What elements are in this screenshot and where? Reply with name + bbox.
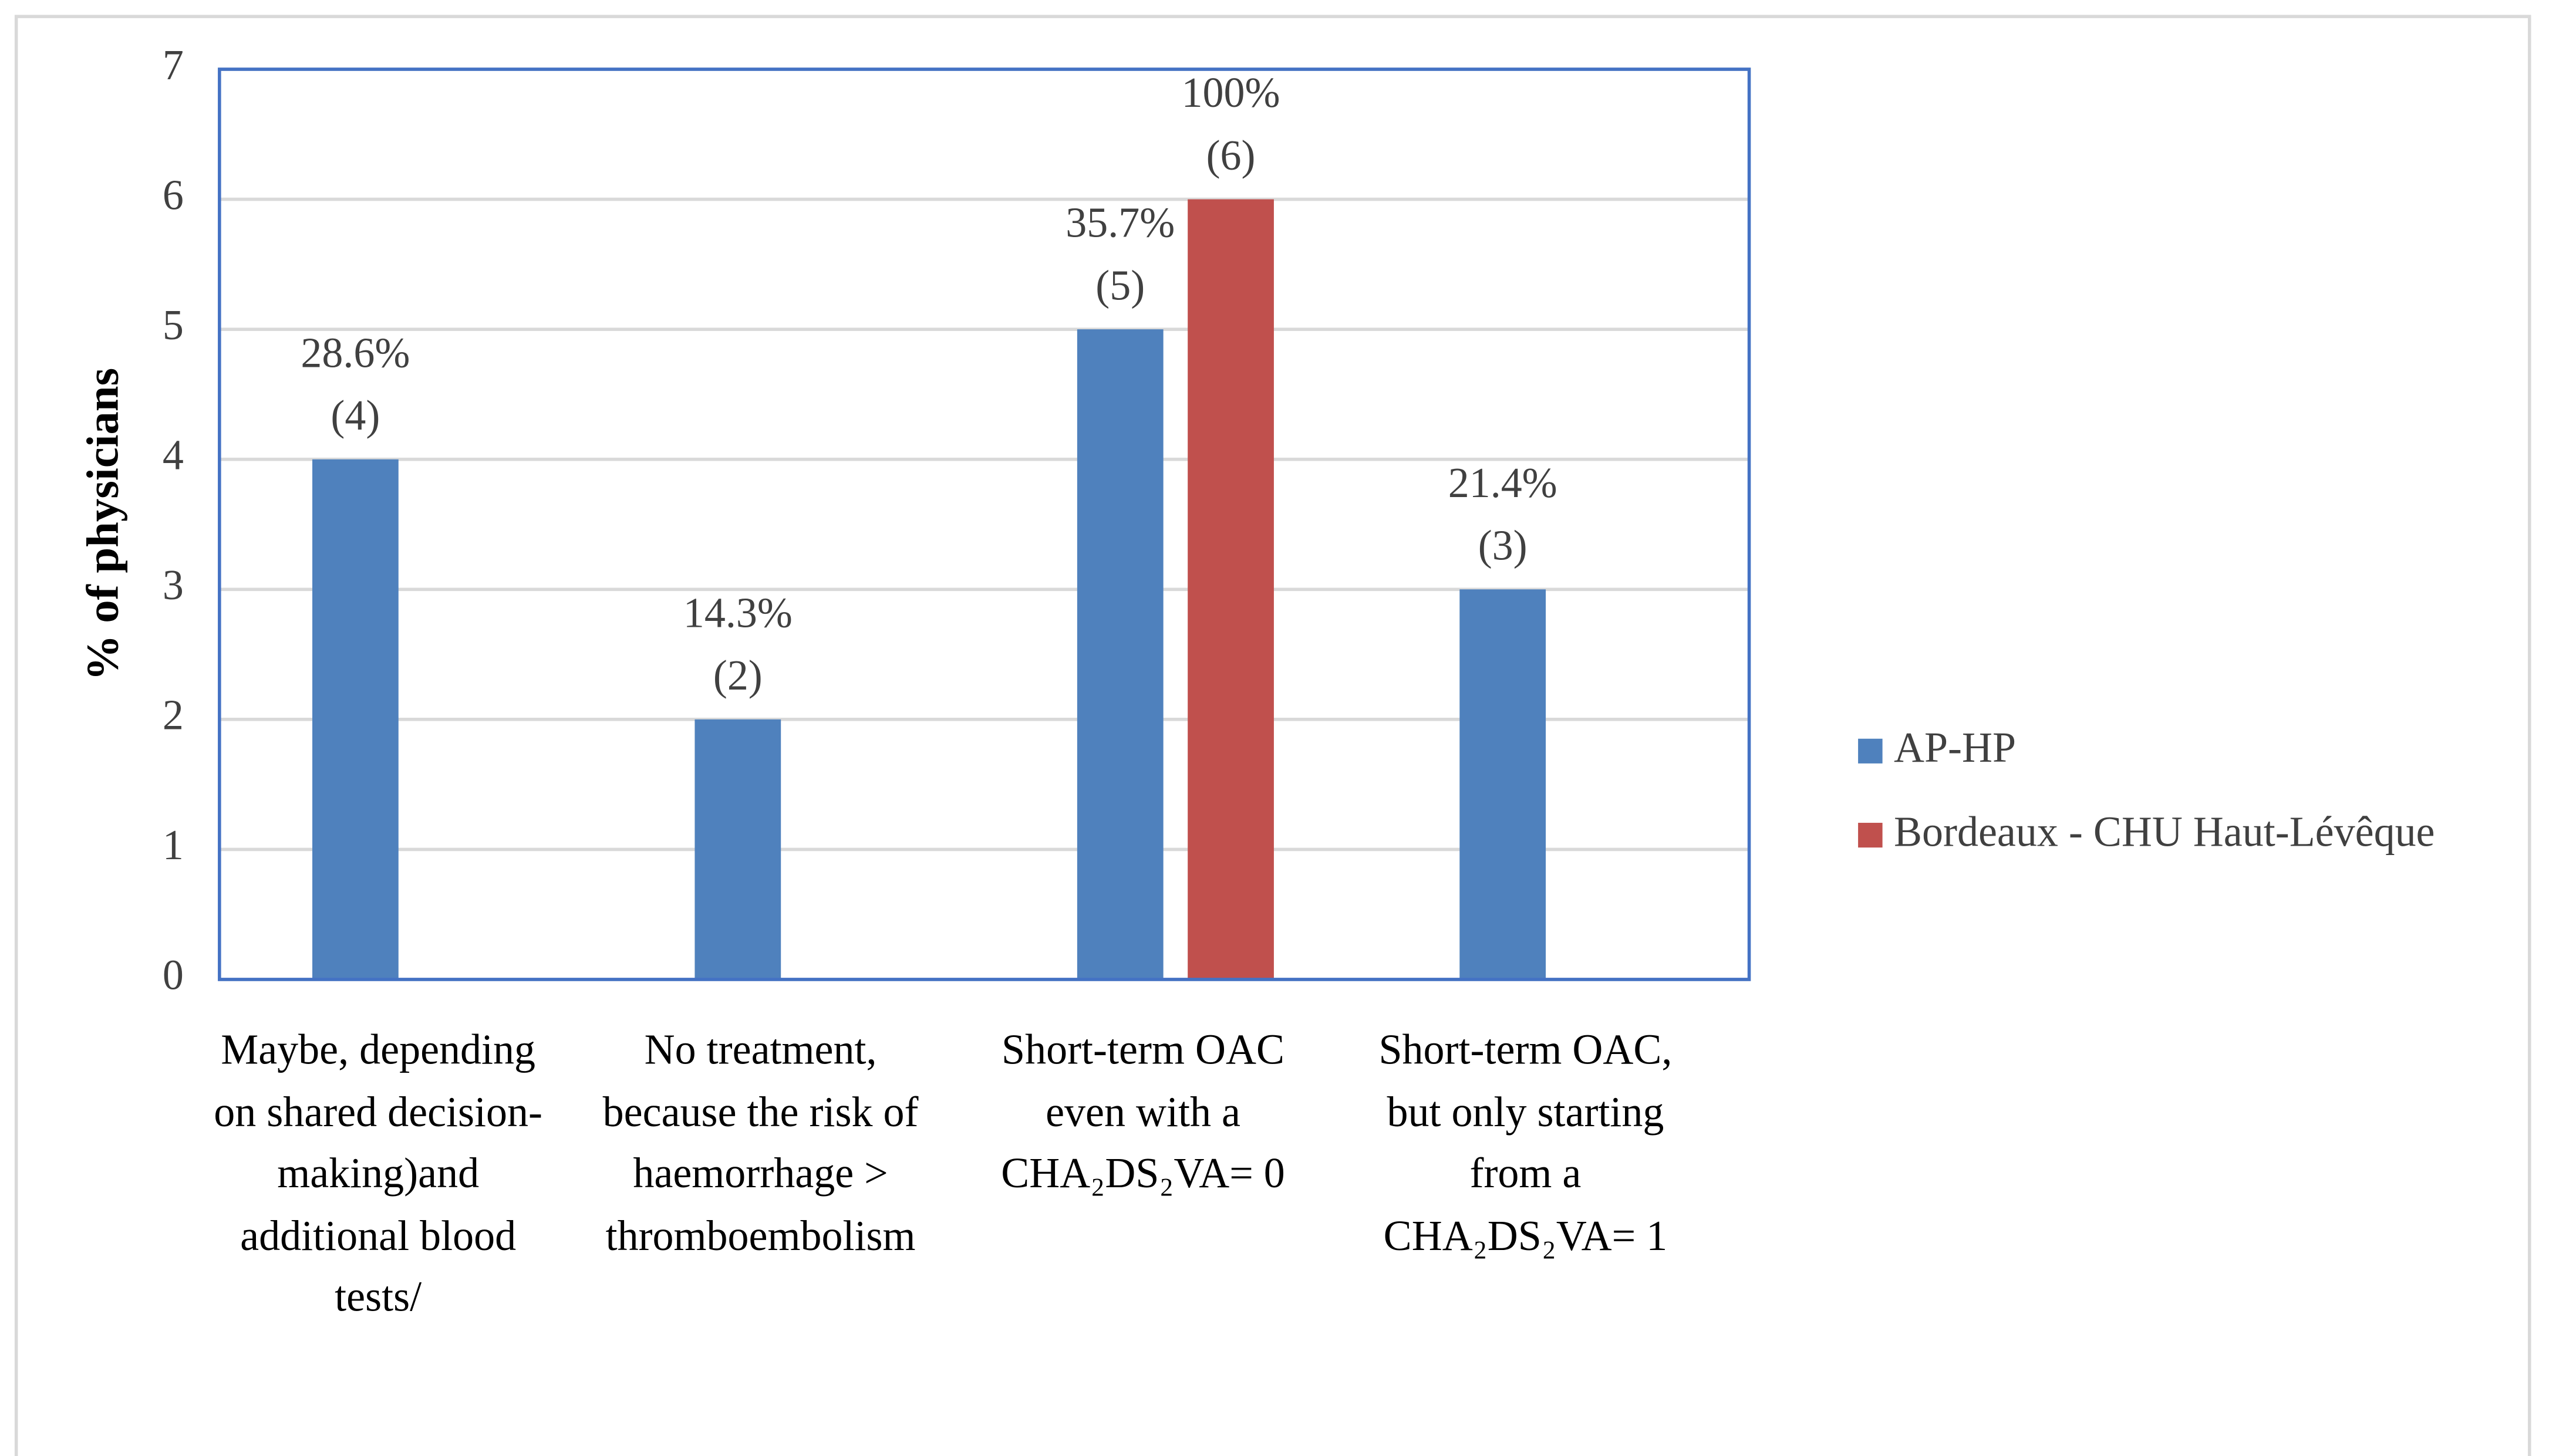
x-tick-label: Short-term OAC, but only starting from a… [1378,1025,1673,1259]
bar [312,459,399,979]
x-tick-label: Maybe, depending on shared decision-maki… [214,1025,543,1321]
plot-border [218,67,1751,981]
x-tick-label: No treatment, because the risk of haemor… [602,1025,919,1259]
percent-label: 28.6% [301,329,410,377]
value-label: (6) [1206,131,1256,179]
legend-swatch [1858,823,1883,848]
bar [1459,589,1546,979]
x-tick-label: Short-term OAC even with a CHA₂DS₂VA= 0 [1001,1025,1285,1197]
chart-border [14,15,2531,1456]
value-label: (2) [713,651,763,700]
bar [1188,199,1274,979]
bar [1077,329,1164,979]
percent-label: 14.3% [683,589,793,637]
y-tick-label: 6 [163,171,184,219]
y-tick-label: 0 [163,951,184,999]
value-label: (4) [331,391,380,440]
value-label: (3) [1478,521,1528,569]
y-axis-title: % of physicians [77,368,127,681]
y-tick-label: 7 [163,40,184,89]
percent-label: 21.4% [1448,458,1557,506]
y-tick-label: 3 [163,561,184,609]
legend-label: Bordeaux - CHU Haut-Lévêque [1894,808,2435,856]
percent-label: 100% [1182,69,1280,117]
value-label: (5) [1095,261,1145,309]
y-tick-label: 2 [163,691,184,739]
bar [694,719,781,979]
y-tick-label: 4 [163,431,184,479]
y-tick-label: 5 [163,300,184,349]
y-tick-label: 1 [163,821,184,869]
legend-label: AP-HP [1894,724,2016,772]
percent-label: 35.7% [1066,198,1175,246]
legend-swatch [1858,738,1883,764]
